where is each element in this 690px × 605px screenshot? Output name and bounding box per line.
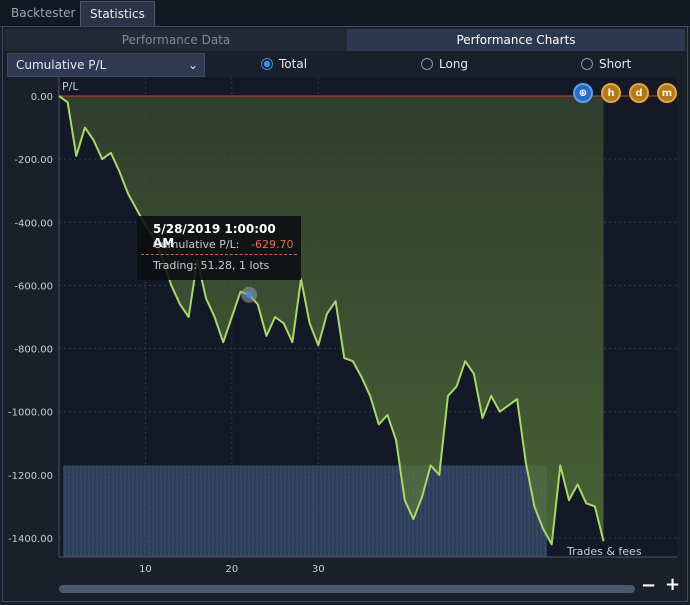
y-tick-label: -200.00 — [14, 155, 53, 166]
chart-area: 0.00 -200.00 -400.00 -600.00 -800.00 -1000.00… — [3, 77, 687, 601]
tooltip-pl-value: -629.70 — [251, 238, 294, 251]
chart-type-dropdown[interactable]: Cumulative P/L ⌄ — [7, 53, 205, 77]
horizontal-scrollbar[interactable] — [59, 585, 635, 593]
dropdown-value: Cumulative P/L — [16, 58, 107, 72]
tooltip-divider — [141, 254, 297, 255]
d-icon[interactable]: d — [629, 83, 649, 103]
tooltip-pl-label: Cumulative P/L: — [153, 238, 240, 251]
top-tab-bar: Backtester Statistics — [0, 0, 690, 27]
y-tick-label: -1000.00 — [8, 408, 53, 419]
subtab-bar: Performance Data Performance Charts — [5, 29, 685, 51]
y-tick-label: -400.00 — [14, 218, 53, 229]
x-tick-label: 20 — [225, 564, 238, 575]
radio-selected-icon — [261, 57, 273, 70]
radio-unselected-icon — [421, 57, 433, 70]
radio-unselected-icon — [581, 57, 593, 70]
radio-short-label: Short — [599, 57, 632, 71]
radio-total-label: Total — [279, 57, 308, 71]
y-tick-label: -1400.00 — [8, 534, 53, 545]
radio-long[interactable]: Long — [421, 55, 468, 73]
y-tick-label: -600.00 — [14, 281, 53, 292]
pl-area — [59, 95, 604, 545]
radio-total[interactable]: Total — [261, 55, 307, 73]
m-icon[interactable]: m — [657, 83, 677, 103]
tooltip-date: 5/28/2019 1:00:00 AM — [153, 222, 276, 250]
subtab-performance-data[interactable]: Performance Data — [5, 29, 347, 51]
subtab-performance-charts[interactable]: Performance Charts — [347, 29, 685, 51]
zoom-out-button[interactable]: − — [641, 575, 657, 596]
tab-backtester[interactable]: Backtester — [11, 6, 76, 20]
zoom-reset-icon[interactable]: ⊕ — [573, 83, 593, 103]
hover-point — [246, 291, 253, 298]
chevron-down-icon: ⌄ — [187, 58, 198, 72]
y-tick-label: -800.00 — [14, 345, 53, 356]
x-tick-label: 10 — [139, 564, 152, 575]
radio-short[interactable]: Short — [581, 55, 631, 73]
radio-long-label: Long — [439, 57, 469, 71]
y-tick-label: -1200.00 — [8, 471, 53, 482]
y-axis-label: P/L — [62, 80, 79, 93]
chart-tooltip: 5/28/2019 1:00:00 AM Cumulative P/L: -62… — [137, 216, 301, 280]
y-tick-label: 0.00 — [31, 92, 53, 103]
statistics-panel: Performance Data Performance Charts Cumu… — [2, 26, 688, 602]
x-tick-label: 30 — [312, 564, 325, 575]
tooltip-trading: Trading: 51.28, 1 lots — [153, 259, 270, 272]
tab-statistics[interactable]: Statistics — [80, 1, 155, 26]
zoom-in-button[interactable]: + — [665, 574, 681, 595]
h-icon[interactable]: h — [601, 83, 621, 103]
pl-chart[interactable]: 0.00 -200.00 -400.00 -600.00 -800.00 -1000.00… — [3, 77, 687, 601]
trades-fees-label: Trades & fees — [567, 545, 642, 558]
